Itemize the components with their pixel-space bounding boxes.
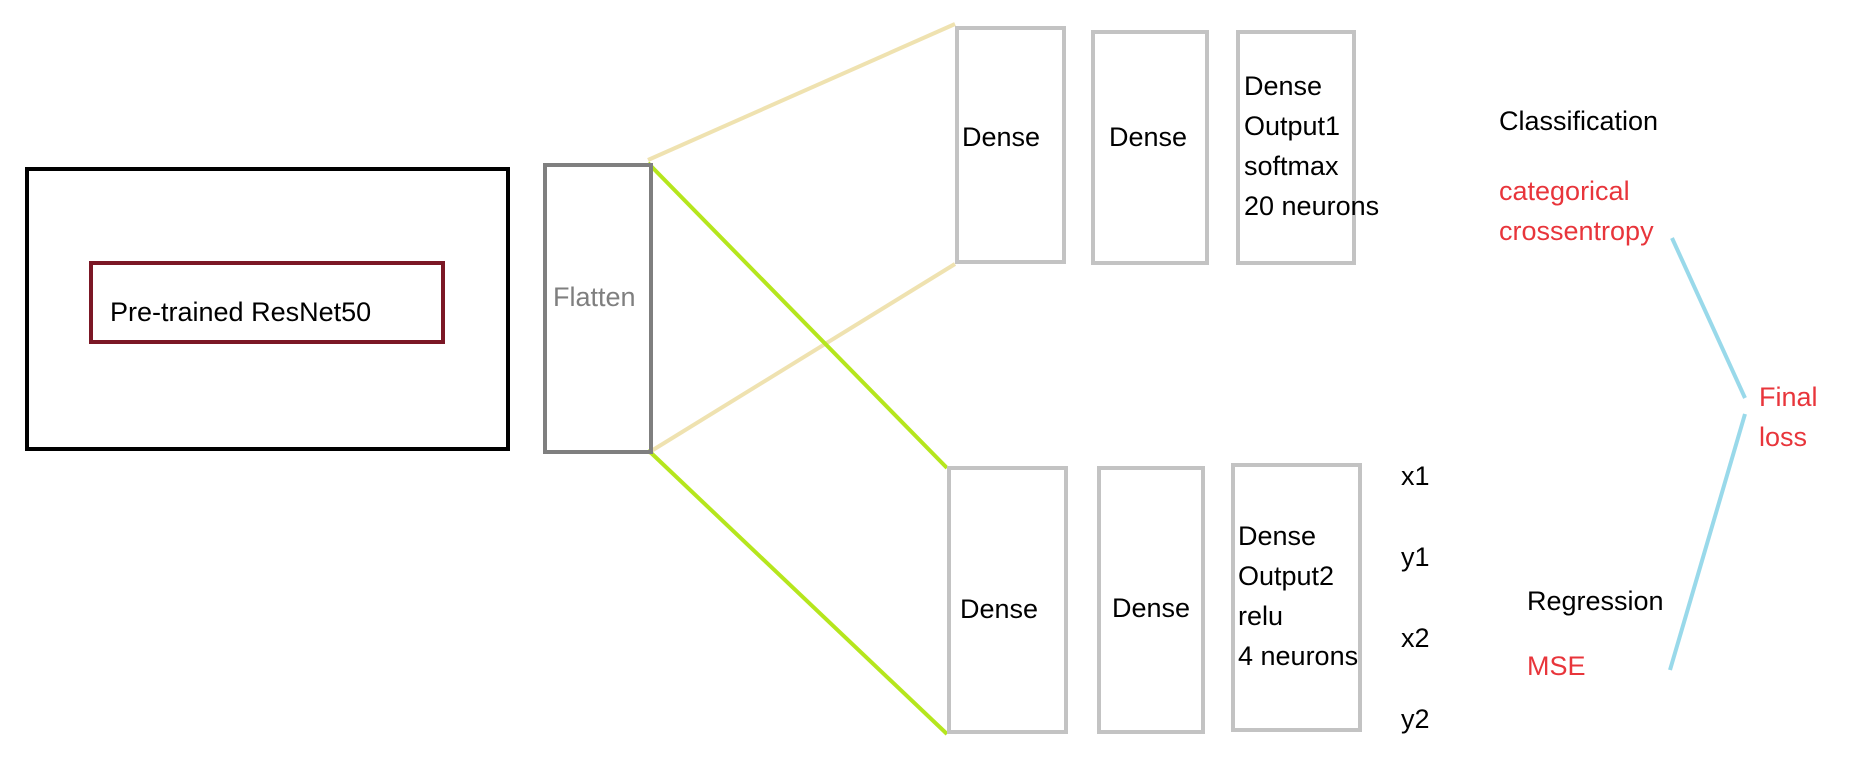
classification-output-label: Dense Output1 softmax 20 neurons	[1244, 71, 1380, 221]
classification-dense-2-box	[1091, 30, 1209, 265]
connector-flatten-to-regression-bottom	[646, 448, 949, 736]
classification-output-box	[1236, 30, 1356, 265]
regression-output-x2: x2	[1401, 623, 1430, 653]
connector-flatten-to-classification-top	[647, 22, 956, 162]
classification-loss-label: categorical crossentropy	[1499, 176, 1654, 246]
connector-regression-loss-to-final	[1668, 413, 1747, 671]
flatten-label: Flatten	[553, 282, 636, 312]
backbone-inner-box	[89, 261, 445, 344]
regression-output-x1: x1	[1401, 461, 1430, 491]
classification-dense-1-label: Dense	[962, 122, 1041, 152]
connector-flatten-to-classification-bottom	[646, 262, 957, 455]
backbone-outer-box	[25, 167, 510, 451]
connector-classification-loss-to-final	[1670, 237, 1747, 399]
regression-dense-2-box	[1097, 466, 1205, 734]
regression-dense-2-label: Dense	[1112, 593, 1191, 623]
regression-dense-1-box	[947, 466, 1068, 734]
regression-output-box	[1231, 463, 1362, 732]
classification-dense-2-label: Dense	[1109, 122, 1188, 152]
regression-output-y2: y2	[1401, 704, 1430, 734]
classification-dense-1-box	[955, 26, 1066, 264]
regression-output-label: Dense Output2 relu 4 neurons	[1238, 521, 1359, 671]
regression-loss-label: MSE	[1527, 651, 1586, 681]
connector-flatten-to-regression-top	[646, 161, 949, 470]
classification-task-label: Classification	[1499, 106, 1659, 136]
regression-output-y1: y1	[1401, 542, 1430, 572]
flatten-box	[543, 163, 653, 454]
final-loss-label: Final loss	[1759, 382, 1818, 452]
regression-dense-1-label: Dense	[960, 594, 1039, 624]
backbone-label: Pre-trained ResNet50	[110, 297, 372, 327]
regression-task-label: Regression	[1527, 586, 1664, 616]
